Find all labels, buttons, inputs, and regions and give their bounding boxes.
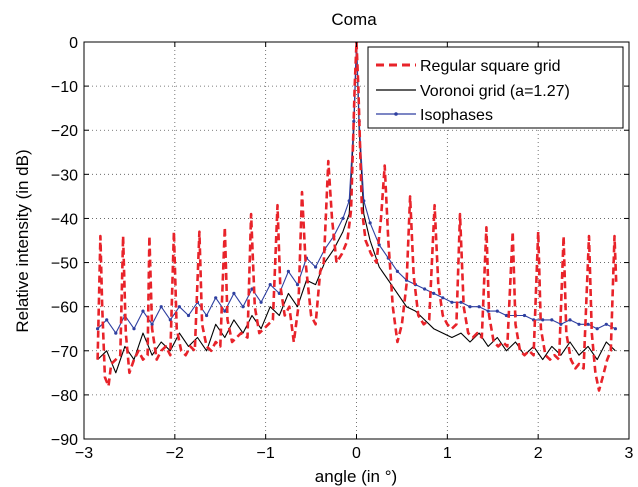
series-marker-2 (550, 318, 554, 322)
series-marker-2 (105, 318, 109, 322)
series-marker-2 (568, 318, 572, 322)
legend: Regular square grid Voronoi grid (a=1.27… (367, 46, 624, 129)
x-axis-title: angle (in °) (315, 467, 397, 486)
series-marker-2 (432, 291, 436, 295)
chart-title: Coma (331, 10, 377, 29)
grid (84, 42, 629, 439)
series-marker-2 (341, 216, 345, 220)
series-marker-2 (205, 313, 209, 318)
x-tick-label: 0 (352, 445, 361, 462)
series-marker-2 (347, 199, 351, 203)
series-marker-2 (395, 269, 399, 273)
series-marker-2 (504, 313, 508, 318)
series-layer (96, 42, 618, 392)
x-tick-labels: −3 −2 −1 0 1 2 3 (75, 445, 634, 462)
y-tick-label: −90 (51, 432, 78, 449)
legend-marker-isophases (394, 112, 398, 116)
series-marker-2 (423, 287, 427, 291)
x-tick-label: −2 (166, 445, 184, 462)
series-marker-2 (159, 305, 163, 309)
series-marker-2 (186, 313, 191, 318)
series-marker-2 (114, 331, 118, 335)
series-marker-2 (259, 300, 263, 304)
series-marker-2 (468, 305, 472, 309)
y-tick-label: −70 (51, 344, 78, 361)
series-marker-2 (96, 327, 100, 331)
series-marker-2 (586, 322, 590, 326)
series-marker-2 (450, 300, 454, 304)
series-marker-2 (232, 291, 236, 295)
series-marker-2 (177, 305, 181, 309)
series-marker-2 (559, 322, 563, 326)
x-tick-label: 1 (443, 445, 452, 462)
y-tick-label: −20 (51, 123, 78, 140)
series-marker-2 (477, 305, 481, 309)
series-marker-2 (595, 327, 599, 331)
y-tick-label: −10 (51, 79, 78, 96)
series-marker-2 (495, 309, 499, 313)
series-marker-2 (368, 221, 372, 225)
series-marker-2 (223, 309, 227, 313)
y-tick-label: −80 (51, 388, 78, 405)
y-tick-label: −50 (51, 256, 78, 273)
x-tick-label: 2 (534, 445, 543, 462)
series-marker-2 (352, 119, 356, 123)
legend-label-voronoi: Voronoi grid (a=1.27) (420, 83, 570, 100)
legend-label-regular-grid: Regular square grid (420, 58, 561, 75)
y-tick-label: 0 (69, 35, 78, 52)
series-marker-2 (268, 283, 272, 287)
series-marker-2 (486, 309, 490, 313)
series-marker-2 (522, 313, 527, 318)
y-tick-labels: 0 −10 −20 −30 −40 −50 −60 −70 −80 −90 (51, 35, 78, 449)
y-axis-title: Relative intensity (in dB) (13, 149, 32, 332)
y-tick-label: −30 (51, 167, 78, 184)
series-marker-2 (577, 322, 581, 326)
series-marker-2 (141, 309, 145, 313)
series-marker-2 (441, 296, 445, 300)
series-marker-2 (286, 269, 290, 273)
series-marker-2 (362, 199, 366, 203)
series-marker-2 (377, 243, 381, 247)
series-marker-2 (214, 296, 218, 300)
x-tick-label: −3 (75, 445, 93, 462)
ticks (83, 41, 630, 440)
series-marker-2 (132, 327, 136, 331)
series-marker-2 (150, 322, 154, 326)
series-marker-2 (613, 327, 618, 331)
y-tick-label: −40 (51, 211, 78, 228)
y-tick-label: −60 (51, 300, 78, 317)
x-tick-label: 3 (625, 445, 634, 462)
series-marker-2 (295, 283, 300, 287)
series-marker-2 (314, 265, 318, 269)
series-line-0 (96, 42, 618, 392)
series-marker-2 (459, 300, 463, 304)
x-tick-label: −1 (257, 445, 275, 462)
series-marker-2 (241, 305, 245, 309)
legend-label-isophases: Isophases (420, 107, 493, 124)
series-marker-2 (168, 318, 172, 322)
series-marker-2 (604, 322, 608, 326)
